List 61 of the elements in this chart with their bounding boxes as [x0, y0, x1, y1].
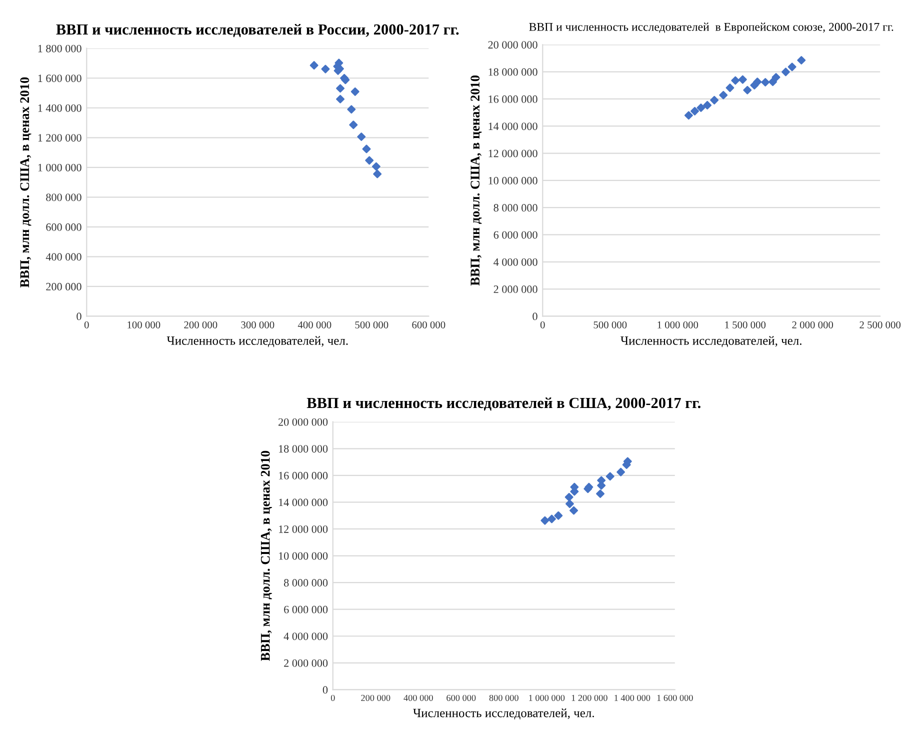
x-axis-title: Численность исследователей, чел.	[413, 708, 594, 720]
x-tick-label: 1 500 000	[725, 321, 766, 328]
x-tick-label: 0	[330, 694, 335, 701]
chart-title: ВВП и численность исследователей в России, 2000-2017 гг.	[56, 24, 459, 38]
y-tick-label: 6 000 000	[494, 231, 538, 239]
y-tick-label: 4 000 000	[284, 632, 328, 640]
x-tick-label: 600 000	[412, 321, 446, 328]
y-tick-label: 20 000 000	[488, 41, 538, 49]
y-axis-title: ВВП, млн долл. США, в ценах 2010	[470, 76, 482, 286]
x-tick-label: 500 000	[594, 321, 627, 328]
y-tick-label: 1 600 000	[38, 74, 82, 82]
x-tick-label: 0	[540, 321, 545, 328]
x-tick-label: 1 000 000	[529, 694, 565, 701]
y-tick-label: 10 000 000	[488, 176, 538, 184]
y-tick-label: 1 000 000	[38, 164, 82, 172]
x-tick-label: 1 600 000	[657, 694, 693, 701]
y-tick-label: 16 000 000	[488, 95, 538, 103]
y-tick-label: 10 000 000	[278, 552, 328, 560]
y-tick-label: 6 000 000	[284, 606, 328, 614]
y-tick-label: 18 000 000	[278, 445, 328, 453]
y-tick-label: 0	[532, 312, 538, 320]
x-tick-label: 0	[84, 321, 89, 328]
x-tick-label: 2 000 000	[792, 321, 834, 328]
chart-title: ВВП и численность исследователей в Европейском союзе, 2000-2017 гг.	[529, 22, 894, 34]
y-tick-label: 600 000	[46, 223, 82, 231]
chart-title: ВВП и численность исследователей в США, 2000-2017 гг.	[306, 397, 700, 411]
y-tick-label: 20 000 000	[278, 418, 328, 426]
x-tick-label: 200 000	[184, 321, 218, 328]
y-tick-label: 400 000	[46, 253, 82, 261]
x-tick-label: 1 400 000	[614, 694, 650, 701]
x-tick-label: 500 000	[355, 321, 388, 328]
x-tick-label: 300 000	[241, 321, 274, 328]
y-axis-title: ВВП, млн долл. США, в ценах 2010	[20, 77, 32, 288]
x-axis-title: Численность исследователей, чел.	[166, 336, 348, 348]
y-tick-label: 12 000 000	[488, 150, 538, 158]
x-tick-label: 1 000 000	[658, 321, 698, 328]
y-tick-label: 18 000 000	[488, 68, 538, 76]
y-tick-label: 12 000 000	[278, 525, 328, 533]
y-tick-label: 8 000 000	[494, 204, 538, 212]
y-tick-label: 800 000	[46, 194, 82, 202]
y-tick-label: 0	[76, 312, 82, 320]
y-tick-label: 1 200 000	[38, 134, 82, 142]
x-tick-label: 1 200 000	[572, 694, 608, 701]
y-tick-label: 14 000 000	[488, 122, 538, 130]
y-tick-label: 1 400 000	[38, 104, 82, 112]
y-tick-label: 1 800 000	[38, 44, 82, 52]
y-tick-label: 2 000 000	[284, 659, 328, 667]
x-tick-label: 400 000	[404, 694, 433, 701]
y-tick-label: 4 000 000	[494, 258, 538, 266]
y-tick-label: 2 000 000	[494, 286, 538, 294]
y-tick-label: 0	[322, 686, 328, 694]
x-tick-label: 2 500 000	[860, 321, 901, 328]
y-tick-label: 200 000	[46, 282, 82, 290]
y-tick-label: 8 000 000	[284, 579, 328, 587]
y-tick-label: 16 000 000	[278, 472, 328, 480]
y-axis-title: ВВП, млн долл. США, в ценах 2010	[260, 450, 272, 661]
x-axis-title: Численность исследователей, чел.	[620, 336, 802, 348]
x-tick-label: 100 000	[128, 321, 160, 328]
x-tick-label: 600 000	[446, 694, 476, 701]
x-tick-label: 200 000	[361, 694, 390, 701]
y-tick-label: 14 000 000	[278, 498, 328, 506]
